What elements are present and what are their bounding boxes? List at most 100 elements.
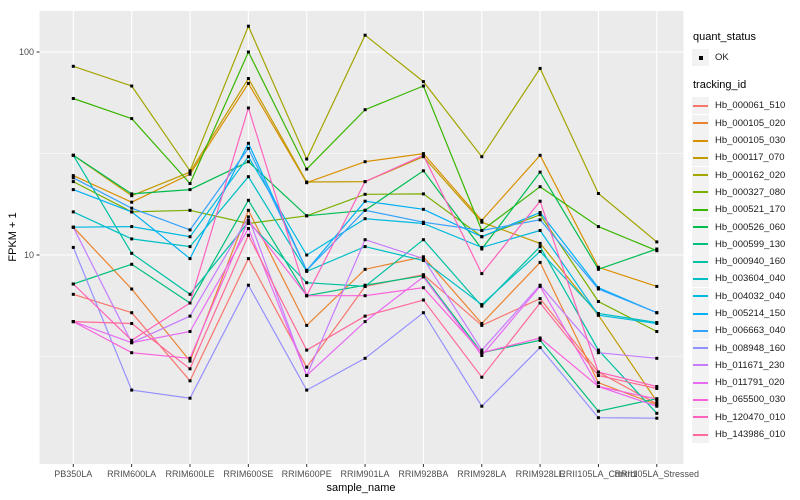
data-point (130, 206, 134, 210)
data-point (480, 272, 484, 276)
data-point (363, 33, 367, 37)
legend-line-icon (693, 433, 708, 436)
data-point (538, 170, 542, 174)
data-point (246, 141, 250, 145)
data-point (596, 267, 600, 271)
legend-item-Hb_000940_160: Hb_000940_160 (692, 253, 786, 271)
data-point (596, 381, 600, 385)
data-point (480, 245, 484, 249)
data-point (71, 210, 75, 214)
data-point (246, 233, 250, 237)
data-point (538, 199, 542, 203)
panel-background (39, 11, 684, 464)
x-tick-label: RRIM600SE (223, 469, 273, 479)
legend-key-swatch (692, 426, 709, 444)
data-point (71, 64, 75, 68)
legend-label: Hb_000105_020 (715, 117, 786, 129)
legend-line-icon (693, 347, 708, 350)
data-point (71, 153, 75, 157)
legend-key-swatch (692, 218, 709, 236)
legend-line-icon (693, 295, 708, 298)
data-point (421, 257, 425, 261)
x-tick-label: RRIM901LA (341, 469, 390, 479)
data-point (246, 175, 250, 179)
legend-label: Hb_011671_230 (715, 359, 785, 371)
legend-label-ok: OK (715, 52, 729, 64)
data-point (655, 330, 659, 333)
data-point (246, 227, 250, 230)
x-tick-label: RRIM928LE (516, 469, 565, 479)
data-point (363, 267, 367, 271)
data-point (305, 294, 309, 298)
data-point (305, 365, 309, 369)
data-point (363, 108, 367, 112)
legend-item-Hb_000526_060: Hb_000526_060 (692, 218, 786, 236)
data-point (188, 301, 192, 305)
data-point (188, 257, 192, 261)
data-point (246, 218, 250, 222)
legend-item-Hb_000327_080: Hb_000327_080 (692, 183, 785, 201)
legend-label: Hb_008948_160 (715, 342, 786, 354)
data-point (71, 174, 75, 178)
legend-item-Hb_065500_030: Hb_065500_030 (692, 391, 786, 409)
data-point (596, 374, 600, 377)
legend-label: Hb_065500_030 (715, 394, 786, 406)
data-point (188, 172, 192, 176)
data-point (655, 247, 659, 251)
legend-label: Hb_000526_060 (715, 221, 786, 233)
data-point (188, 228, 192, 232)
data-point (480, 323, 484, 327)
data-point (305, 167, 309, 171)
legend-key-swatch (692, 408, 709, 426)
legend-title-tracking-id: tracking_id (693, 79, 747, 92)
data-point (480, 303, 484, 307)
legend-label: Hb_005214_150 (715, 308, 786, 319)
data-point (596, 192, 600, 195)
data-point (130, 192, 134, 196)
data-point (421, 207, 425, 211)
data-point (305, 388, 309, 392)
data-point (71, 292, 75, 296)
data-point (246, 81, 250, 85)
data-point (655, 411, 659, 415)
data-point (421, 192, 425, 196)
legend-label: Hb_000940_160 (715, 256, 786, 268)
data-point (246, 215, 250, 219)
legend-item-Hb_000162_020: Hb_000162_020 (692, 166, 785, 184)
data-point (130, 338, 134, 342)
data-point (655, 385, 659, 388)
data-point (130, 341, 134, 345)
x-tick-label: RRIM600PE (282, 469, 332, 479)
data-point (538, 338, 542, 342)
data-point (246, 220, 250, 224)
data-point (596, 385, 600, 388)
data-point (130, 237, 134, 241)
legend-key-swatch (692, 270, 709, 288)
data-point (363, 208, 367, 212)
data-point (188, 314, 192, 318)
data-point (305, 157, 309, 161)
legend-key-swatch (692, 287, 709, 305)
data-point (130, 351, 134, 355)
data-point (421, 80, 425, 84)
data-point (246, 106, 250, 110)
data-point (596, 312, 600, 315)
data-point (421, 311, 425, 315)
data-point (363, 217, 367, 221)
data-point (480, 354, 484, 357)
legend-key-swatch (692, 149, 709, 167)
data-point (421, 298, 425, 302)
x-tick-label: RRII105LA_Control (559, 469, 637, 479)
data-point (655, 416, 659, 420)
data-point (538, 229, 542, 232)
data-point (71, 282, 75, 286)
data-point (305, 348, 309, 352)
legend-line-icon (693, 398, 708, 401)
legend-line-icon (693, 364, 708, 367)
data-point (421, 152, 425, 156)
legend-key-swatch (692, 322, 709, 340)
data-point (188, 330, 192, 333)
data-point (421, 220, 425, 224)
data-point (130, 322, 134, 325)
